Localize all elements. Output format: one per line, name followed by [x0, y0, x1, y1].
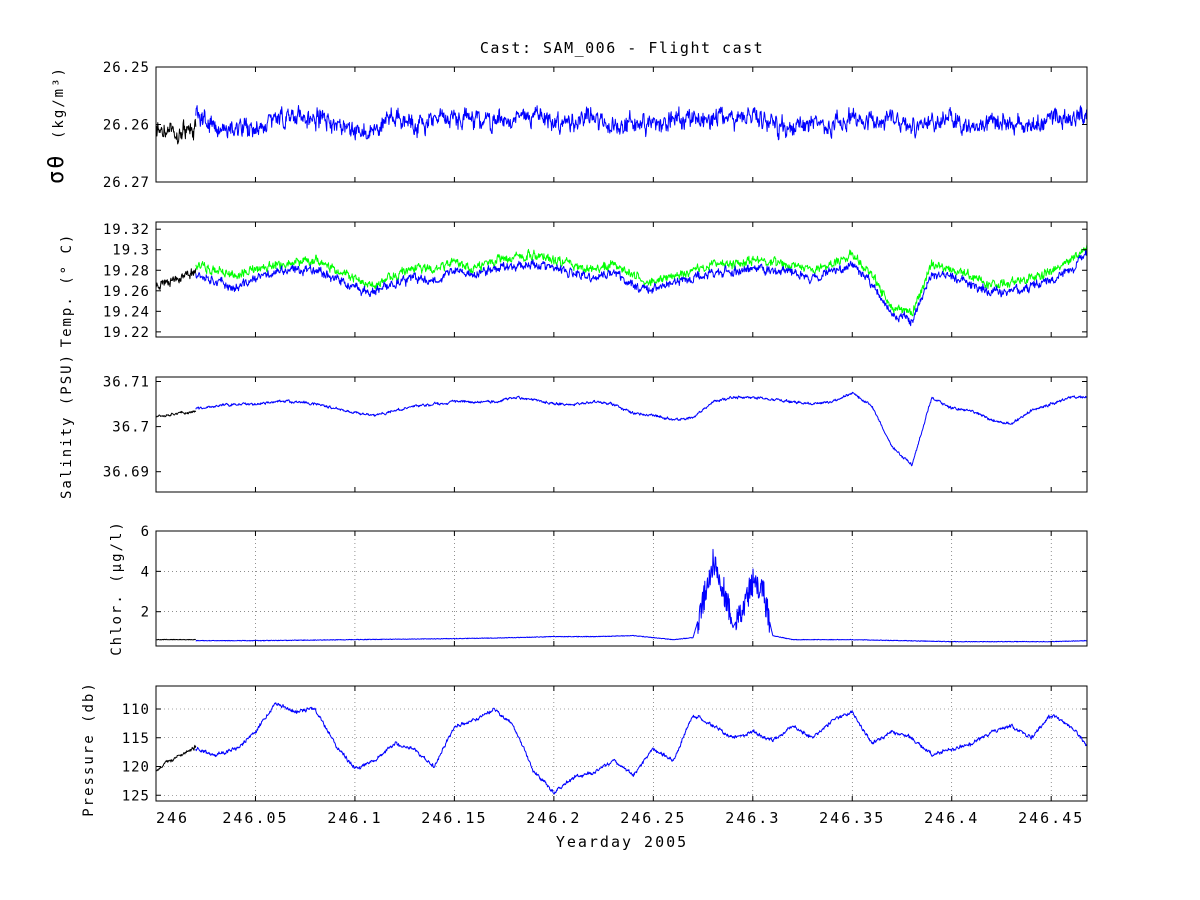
pressure-series-1-line — [195, 702, 1087, 795]
x-tick-label: 246.3 — [725, 809, 780, 827]
temp-y-tick-label: 19.28 — [103, 263, 150, 279]
chlor-series-0-line — [156, 638, 196, 641]
chlor-panel: 2 4 6 — [141, 524, 1088, 647]
pressure-y-tick-label: 115 — [122, 731, 150, 747]
temp-y-tick-label: 19.22 — [103, 325, 150, 341]
pressure-y-tick-label: 120 — [122, 760, 150, 776]
pressure-y-tick-label: 110 — [122, 702, 150, 718]
plots: 26.2526.2626.2719.2219.2419.2619.2819.31… — [103, 60, 1088, 827]
sigma-axis-symbol: σθ — [44, 153, 69, 184]
chart-title: Cast: SAM_006 - Flight cast — [480, 39, 764, 57]
temp-y-tick-label: 19.3 — [112, 243, 150, 259]
pressure-series-0-line — [156, 744, 197, 772]
chlor-y-tick-label: 6 — [141, 524, 150, 540]
x-tick-label: 246.35 — [819, 809, 885, 827]
x-tick-label: 246.15 — [421, 809, 487, 827]
sigma-panel: 26.25 26.26 26.27 — [103, 60, 1088, 191]
x-tick-label: 246.05 — [222, 809, 288, 827]
salinity-y-tick-label: 36.71 — [103, 375, 150, 391]
pressure-y-tick-label: 125 — [122, 788, 150, 804]
sigma-axis-label: σθ (kg/m³) — [44, 66, 69, 184]
pressure-axes-box — [155, 685, 1088, 802]
x-tick-label: 246.45 — [1018, 809, 1084, 827]
pressure-series-group — [156, 702, 1087, 795]
salinity-axes-box — [155, 376, 1088, 493]
sigma-y-tick-label: 26.25 — [103, 60, 150, 76]
x-tick-label: 246.25 — [620, 809, 686, 827]
temp-y-tick-label: 19.24 — [103, 304, 150, 320]
pressure-panel: 110 115 120 125 246 246.05 246.1 246.15 246.2 246… — [122, 685, 1088, 827]
x-tick-label: 246.2 — [526, 809, 581, 827]
sigma-axis-units: (kg/m³) — [51, 66, 67, 139]
salinity-series-1-line — [195, 391, 1087, 467]
chlor-y-tick-label: 4 — [141, 564, 150, 580]
temp-series-2-line — [195, 250, 1087, 327]
temp-y-tick-label: 19.32 — [103, 222, 150, 238]
sigma-series-0-line — [156, 118, 197, 145]
temp-y-tick-label: 19.26 — [103, 284, 150, 300]
chlor-y-tick-label: 2 — [141, 605, 150, 621]
temp-series-group — [156, 244, 1087, 327]
x-tick-label: 246 — [156, 809, 189, 827]
x-tick-label: 246.1 — [327, 809, 382, 827]
salinity-series-0-line — [156, 410, 197, 418]
chlor-series-1-line — [195, 548, 1087, 643]
temp-axes-box — [155, 221, 1088, 338]
x-tick-label: 246.4 — [924, 809, 979, 827]
temp-series-0-line — [156, 268, 197, 290]
salinity-y-tick-label: 36.7 — [112, 420, 150, 436]
temp-series-1-line — [195, 244, 1087, 317]
chlor-axis-label: Chlor. (μg/l) — [109, 520, 125, 656]
pressure-axis-label: Pressure (db) — [81, 681, 97, 817]
sigma-y-tick-label: 26.27 — [103, 175, 150, 191]
sigma-series-1-line — [195, 105, 1087, 141]
salinity-panel: 36.69 36.7 36.71 — [103, 375, 1088, 493]
sigma-y-tick-label: 26.26 — [103, 118, 150, 134]
x-axis-label: Yearday 2005 — [556, 833, 688, 851]
chlor-axes-box — [155, 530, 1088, 647]
sigma-series-group — [156, 105, 1087, 145]
salinity-series-group — [156, 391, 1087, 467]
temp-axis-label: Temp. (° C) — [59, 233, 75, 348]
salinity-y-tick-label: 36.69 — [103, 465, 150, 481]
salinity-axis-label: Salinity (PSU) — [59, 353, 75, 499]
temp-panel: 19.22 19.24 19.26 19.28 19.3 19.32 — [103, 221, 1088, 341]
chlor-series-group — [156, 548, 1087, 643]
